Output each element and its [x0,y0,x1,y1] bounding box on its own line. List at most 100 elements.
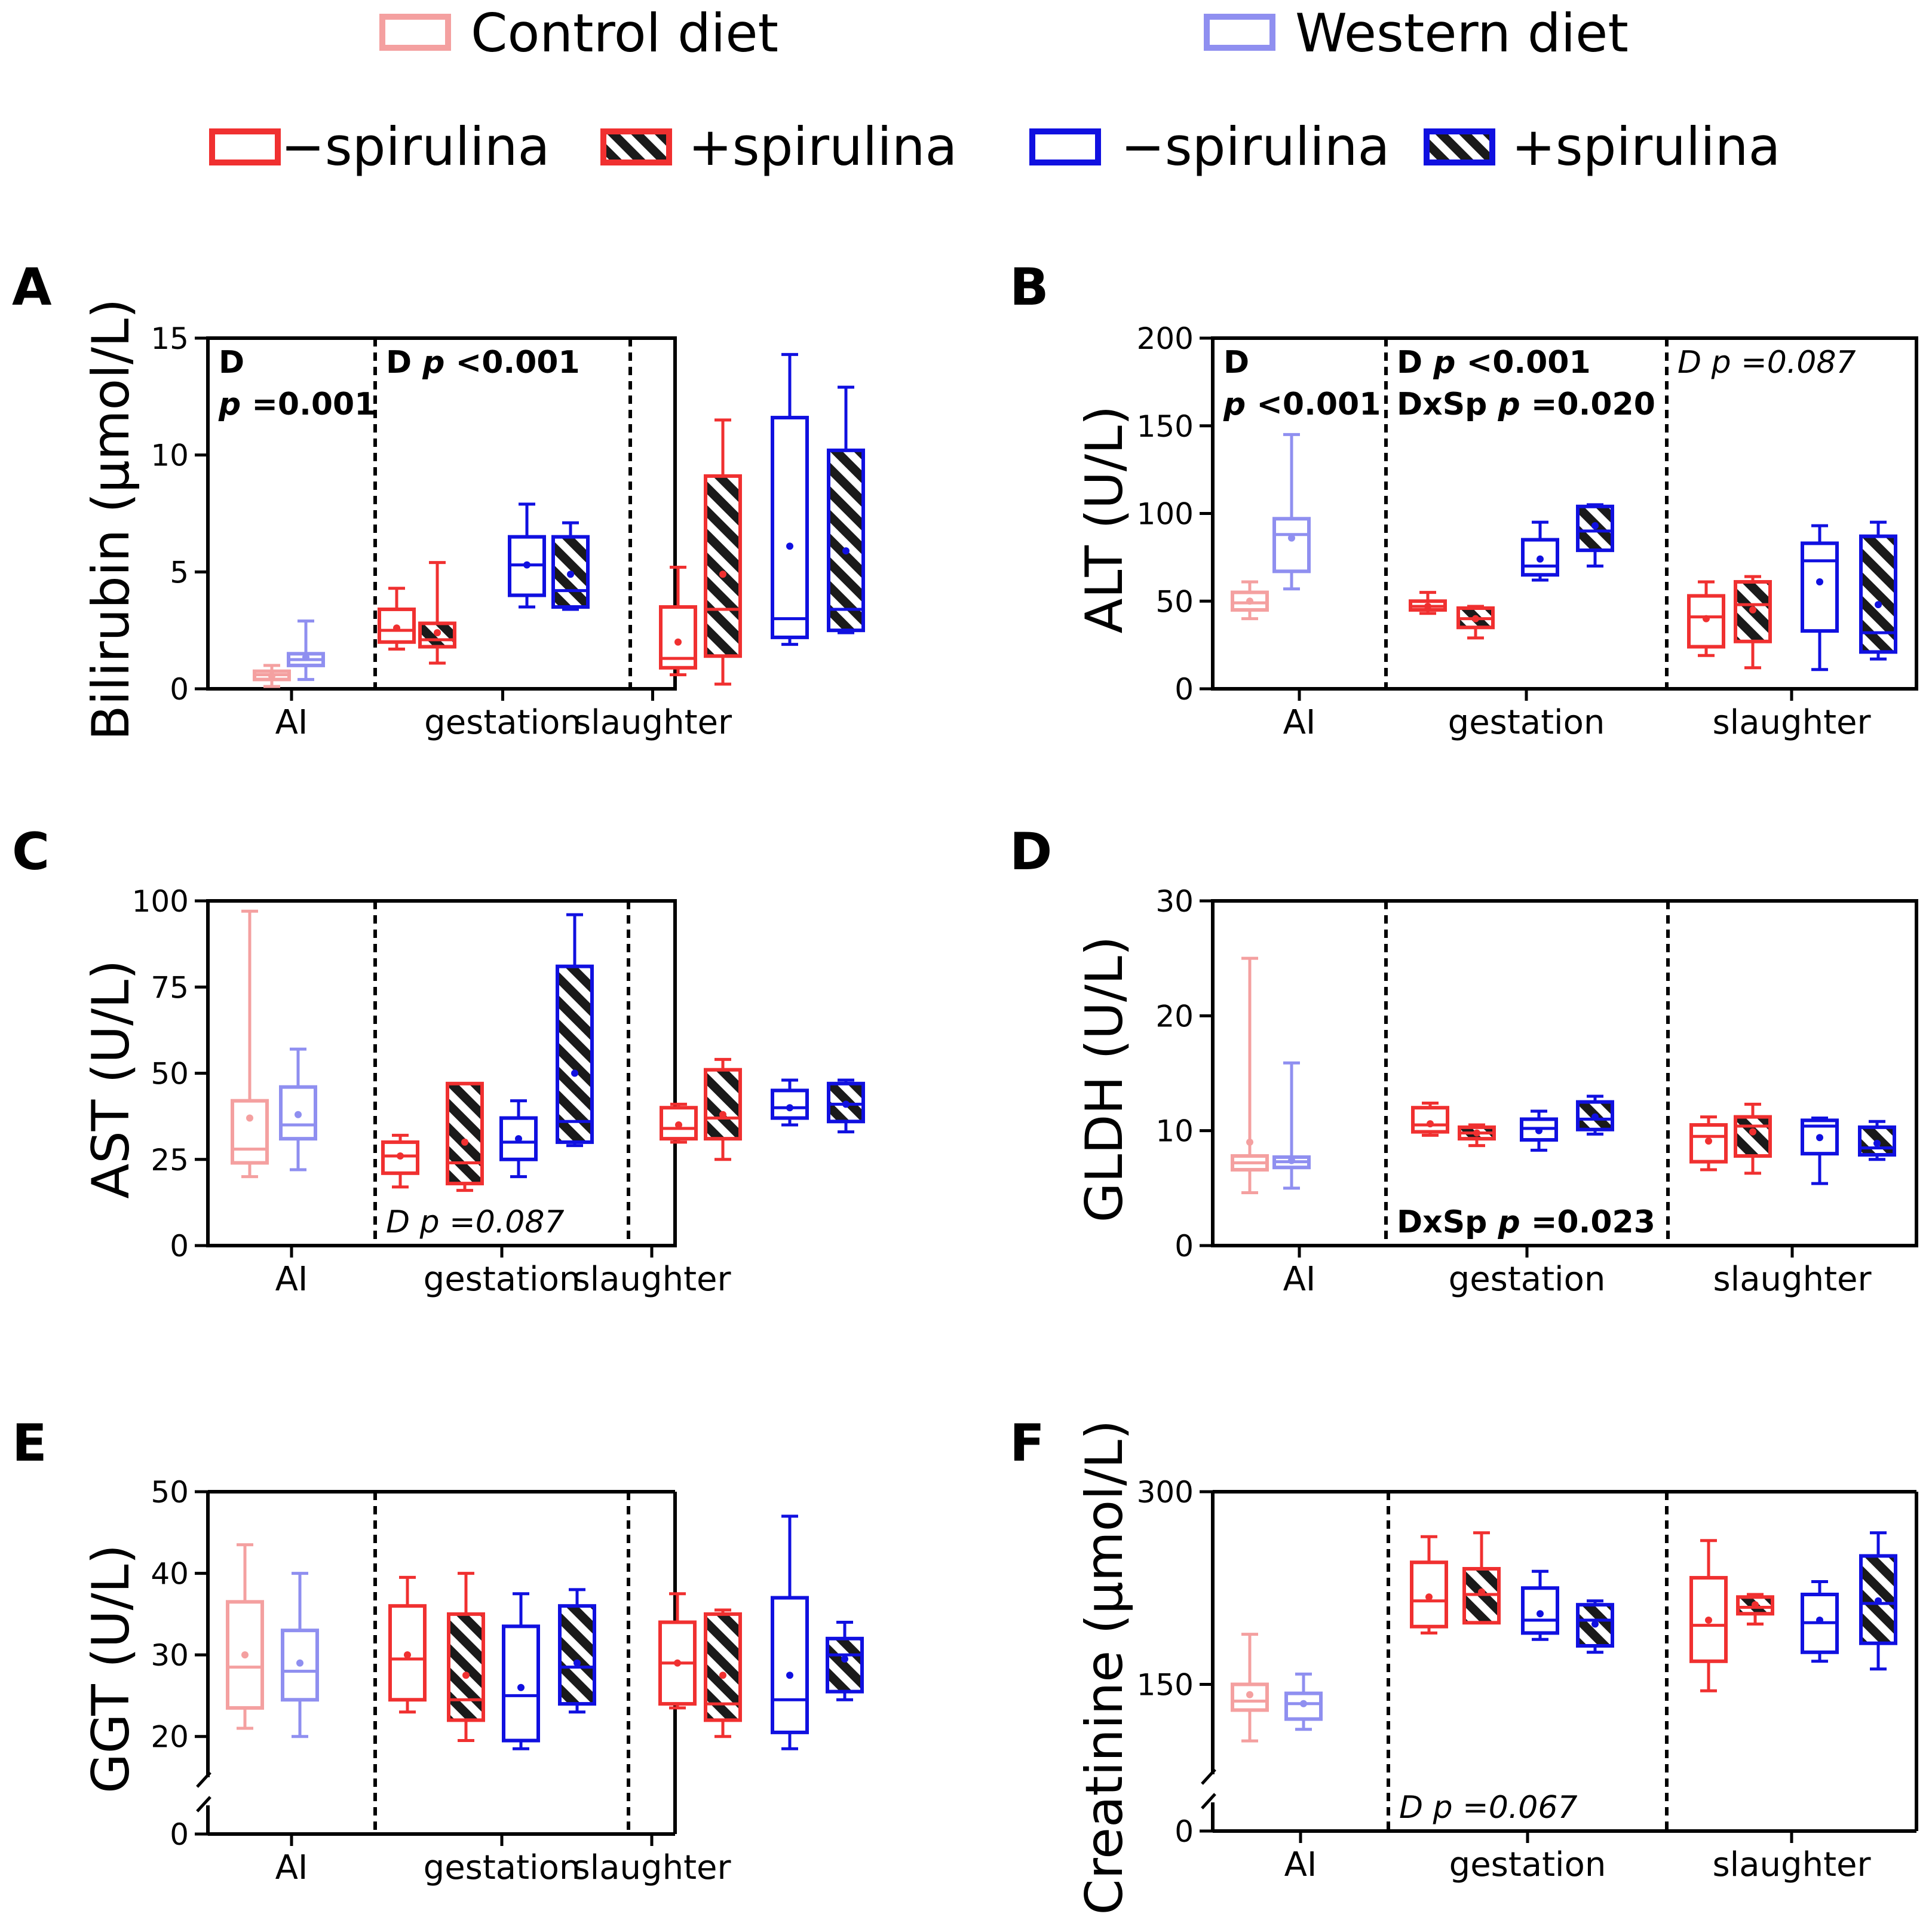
mean-dot [241,1651,249,1659]
box-control-spirulina [704,1057,742,1161]
box-western-spirulina [1576,503,1614,568]
stat-annotation-part: D [1397,345,1433,381]
y-tick-label: 0 [170,1817,189,1852]
mean-dot [1246,597,1253,605]
box-control_ai [1231,1633,1269,1743]
plot-frame [206,899,677,1247]
y-tick-label: 15 [151,321,189,356]
x-tick-label: slaughter [572,1848,731,1887]
box-western_ai [281,1572,319,1738]
box-control_ai [231,909,269,1179]
legend-swatch-western [1204,14,1275,51]
box-iqr [556,964,594,1144]
box-control-spirulina [1734,1102,1772,1175]
plot-frame [1211,899,1918,1247]
x-tick-label: gestation [424,703,581,742]
mean-dot [302,654,309,661]
mean-dot [1875,601,1882,609]
mean-dot [674,1659,681,1667]
stat-annotation-part: =0.001 [241,387,376,422]
mean-dot [1288,534,1295,542]
mean-dot [523,561,530,569]
box-iqr [1736,1595,1774,1616]
panel-c: C 0 25 50 75 100 AST (U/L) AI gestationslaughter… [12,822,865,1299]
box-control-spirulina [418,561,456,665]
stat-annotation-part: <0.001 [1246,387,1381,422]
mean-dot [1246,1691,1253,1698]
mean-dot [1591,1620,1599,1628]
mean-dot [786,1104,793,1112]
x-tick-label: AI [1283,1260,1316,1299]
mean-dot [461,1138,468,1146]
stat-annotation: p <0.001 [1223,387,1381,422]
stat-annotation: D p =0.067 [1399,1790,1578,1826]
panel-d: D 0 10 20 30 GLDH (U/L) AI gestation slaughter Dx… [1010,822,1918,1299]
mean-dot [842,1100,850,1108]
legend-swatch-minus-spirulina [1029,128,1101,165]
y-tick-label: 10 [151,438,189,473]
box-control [658,1592,697,1710]
mean-dot [515,1135,522,1143]
mean-dot [567,571,574,578]
y-tick-label: 0 [1174,672,1194,707]
mean-dot [786,1672,793,1679]
box-iqr [378,607,416,644]
panel-letter: F [1010,1413,1045,1473]
stat-annotation-part: p [419,1204,440,1240]
y-tick-label: 50 [1155,584,1194,619]
stat-annotation-part: p [1497,1204,1520,1240]
stat-annotation: DxSp p =0.023 [1397,1204,1655,1240]
legend-swatch-plus-spirulina [600,128,672,165]
box-control [1687,580,1725,657]
box-control-spirulina [1456,605,1495,640]
stat-annotation-part: p [422,345,444,381]
box-iqr [1859,534,1897,654]
y-tick-label: 10 [1155,1114,1194,1149]
y-tick-label: 5 [170,555,189,590]
stat-annotation-part: D [1399,1790,1433,1826]
y-tick-label: 50 [151,1057,189,1091]
legend: Control diet Western diet −spirulina +spiru… [209,2,1780,177]
x-tick-label: gestation [1449,1260,1606,1299]
y-tick-label: 0 [170,672,189,707]
x-tick-label: AI [1283,703,1316,742]
y-tick-label: 300 [1137,1475,1194,1510]
mean-dot [786,542,793,550]
x-tick-label: gestation [424,1848,581,1887]
mean-dot [462,1672,470,1679]
box-western_ai [1284,1672,1323,1731]
box-control-spirulina [1462,1531,1501,1625]
box-control [1411,1102,1449,1137]
mean-dot [719,571,726,578]
y-axis-label: ALT (U/L) [1075,406,1134,634]
stat-annotation-part: p [1711,345,1731,381]
axis-break-mark [1201,1793,1216,1810]
y-axis-label: Creatinine (μmol/L) [1075,1420,1134,1915]
plot-frame [206,336,677,691]
box-control-spirulina [1734,575,1772,670]
box-western_ai [1272,433,1311,591]
box-western [508,502,546,609]
legend-swatch-plus-spirulina [1424,128,1495,165]
box-western_ai [279,1047,317,1172]
box-iqr [704,1068,742,1141]
stat-annotation-part: p [1497,387,1520,422]
box-control [659,566,697,677]
stat-annotation: D p =0.087 [1678,345,1856,381]
x-tick-label: gestation [424,1260,581,1299]
box-western [771,352,809,646]
stat-annotation-part: D [386,345,422,381]
box-iqr [447,1612,485,1722]
box-western [1521,1569,1559,1641]
y-tick-label: 30 [1155,884,1194,919]
stat-annotation-part: <0.001 [445,345,580,381]
box-western_ai [1272,1061,1311,1190]
box-iqr [827,448,865,633]
box-control_ai [1231,956,1269,1195]
box-iqr [1411,1106,1449,1134]
y-axis-label: AST (U/L) [81,959,141,1198]
mean-dot [1873,1139,1881,1147]
box-control-spirulina [1736,1593,1774,1626]
box-iqr [1272,517,1311,574]
